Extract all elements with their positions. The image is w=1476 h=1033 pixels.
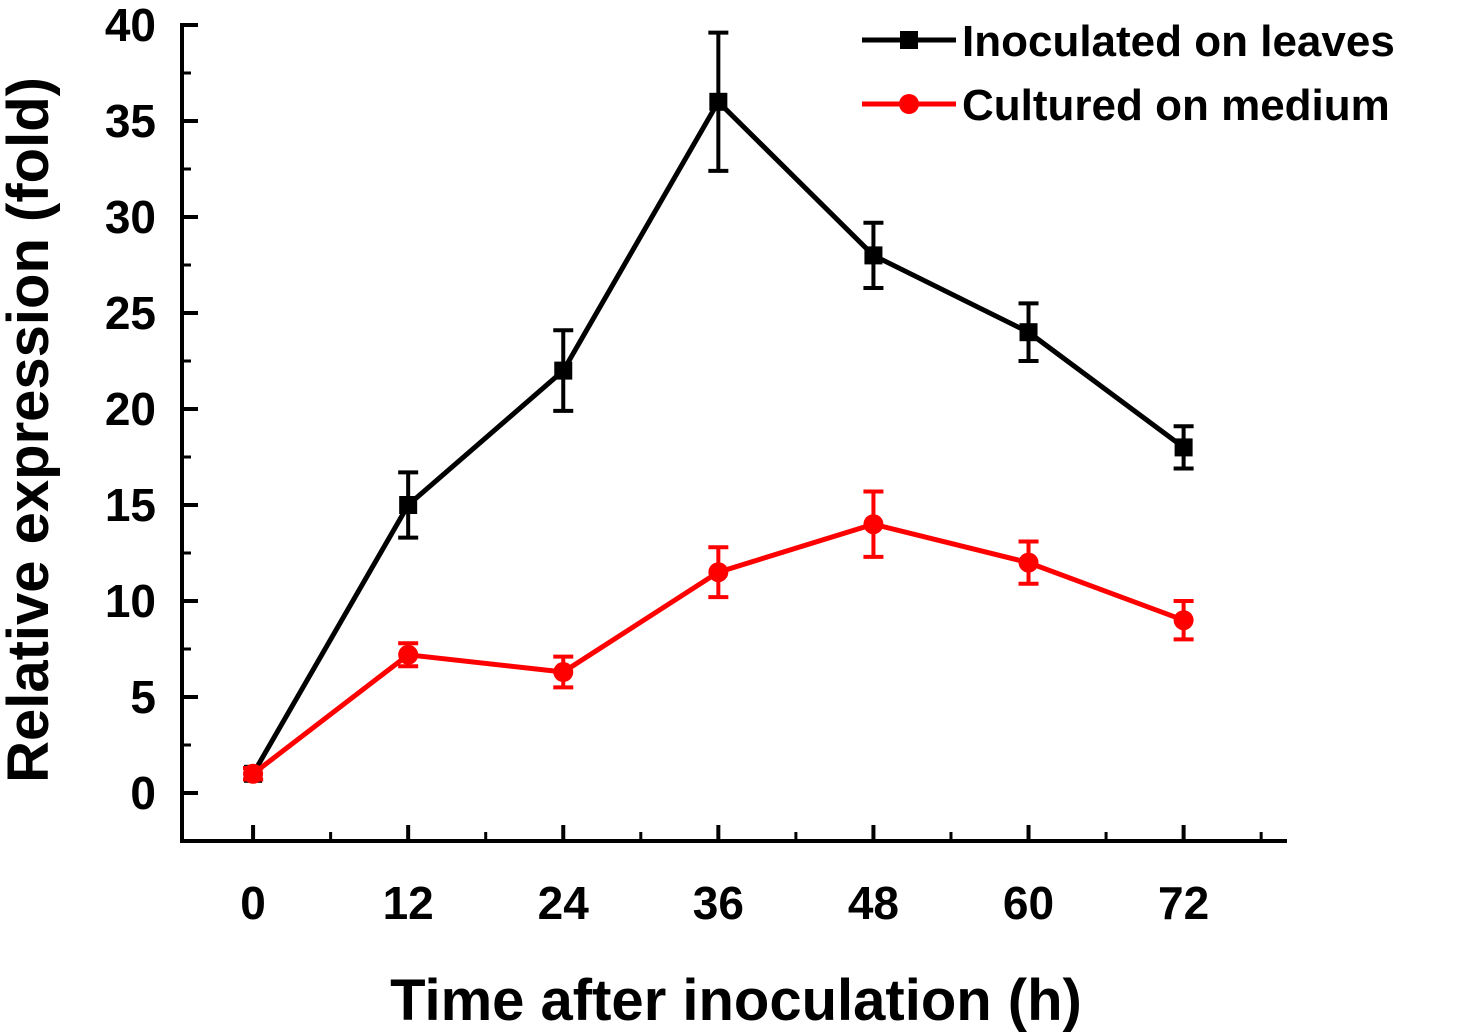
data-point [1018, 552, 1039, 573]
series-2 [243, 489, 1194, 784]
series-layer [243, 30, 1194, 784]
y-tick-label: 10 [105, 575, 156, 627]
x-axis-title: Time after inoculation (h) [390, 968, 1082, 1033]
x-tick-label: 72 [1158, 877, 1209, 929]
legend-marker [899, 94, 919, 114]
y-axis-title: Relative expression (fold) [0, 77, 61, 783]
x-tick-label: 12 [383, 877, 434, 929]
x-tick-label: 36 [693, 877, 744, 929]
x-tick-label: 48 [848, 877, 899, 929]
x-tick-label: 24 [538, 877, 590, 929]
y-tick-label: 20 [105, 383, 156, 435]
x-tick-label: 60 [1003, 877, 1054, 929]
series-line [250, 97, 1186, 776]
legend-label: Cultured on medium [962, 81, 1390, 130]
y-tick-label: 15 [105, 479, 156, 531]
y-tick-label: 25 [105, 287, 156, 339]
data-point [1019, 323, 1038, 342]
y-tick-label: 5 [130, 671, 156, 723]
y-tick-label: 30 [105, 191, 156, 243]
data-point [708, 562, 729, 583]
data-point [398, 644, 419, 665]
data-point [863, 514, 884, 535]
legend: Inoculated on leaves Cultured on medium [862, 17, 1395, 130]
y-tick-label: 40 [105, 0, 156, 51]
y-tick-label: 35 [105, 95, 156, 147]
data-point [553, 662, 574, 683]
y-tick-label: 0 [130, 767, 156, 819]
data-point [243, 763, 264, 784]
legend-marker [900, 31, 918, 49]
axes: 0 5 10 15 20 25 30 35 40 0 12 24 36 48 60 72 [105, 0, 1287, 929]
legend-label: Inoculated on leaves [962, 17, 1395, 66]
x-tick-label: 0 [240, 877, 266, 929]
data-point [554, 361, 573, 380]
data-point [864, 246, 883, 265]
data-point [1173, 610, 1194, 631]
data-point [1174, 438, 1193, 457]
data-point [399, 496, 418, 514]
data-point [709, 92, 728, 111]
